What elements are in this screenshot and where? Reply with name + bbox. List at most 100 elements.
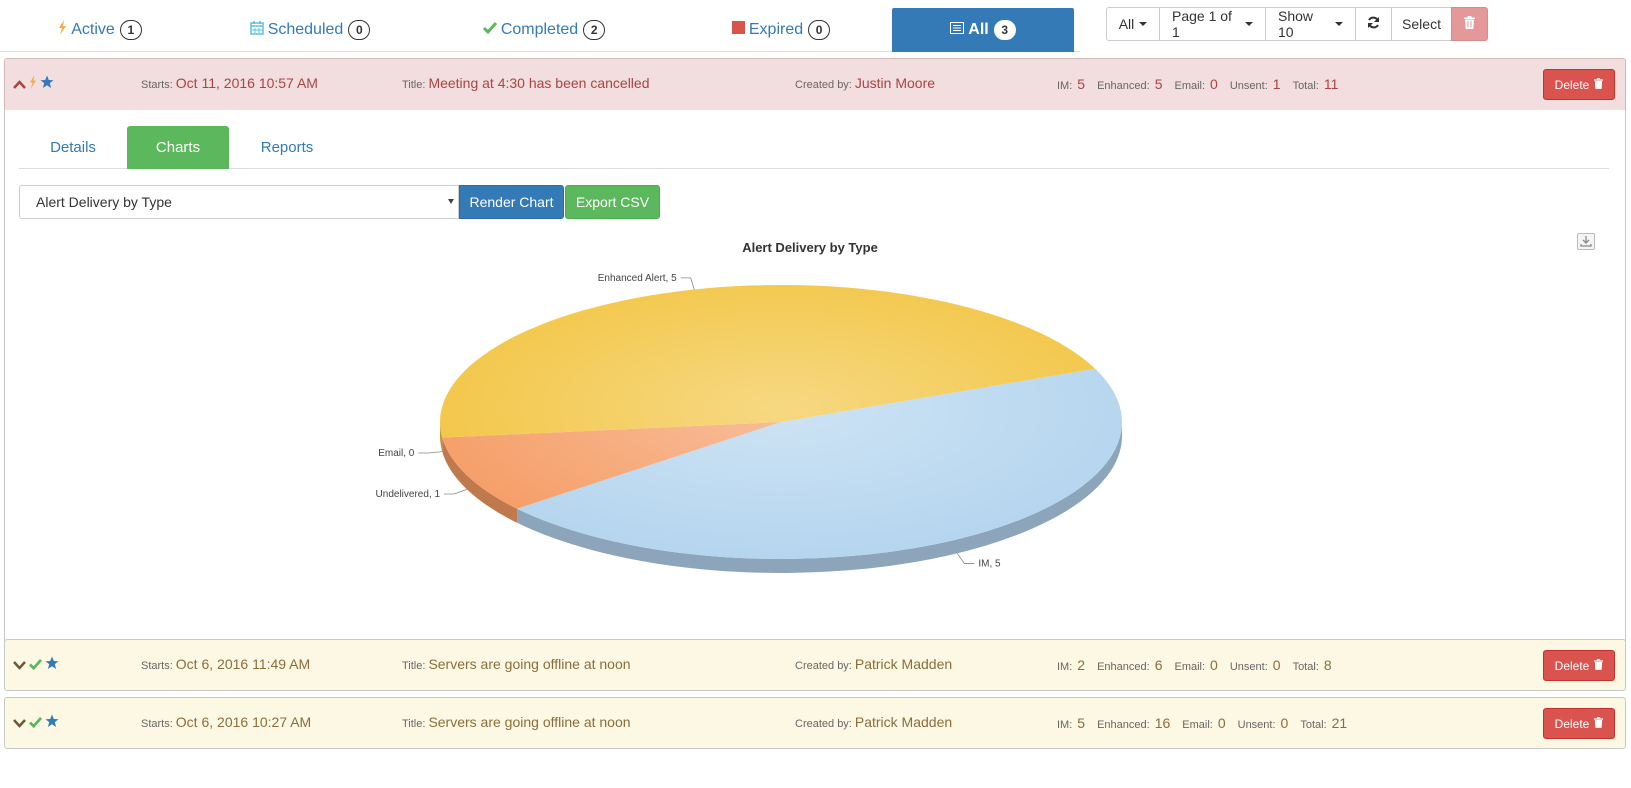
render-chart-button[interactable]: Render Chart [459,185,564,219]
tab-details[interactable]: Details [35,126,111,169]
alert-row-1[interactable]: Starts: Oct 11, 2016 10:57 AM Title: Meeti… [4,58,1626,110]
email-label: Email: [1182,719,1213,731]
created-by-label: Created by: [795,660,852,672]
pie-connector-im-5 [956,553,975,564]
unsent-label: Unsent: [1237,719,1276,731]
tab-expired-label: Expired [748,21,804,38]
email-count: 0 [1210,657,1218,673]
filter-label: All [1118,16,1135,32]
title-label: Title: [402,718,426,730]
check-icon [482,21,497,39]
tab-scheduled[interactable]: Scheduled 0 [240,8,380,52]
select-button[interactable]: Select [1391,7,1452,41]
check-icon [29,657,43,673]
show-dropdown[interactable]: Show 10 [1265,7,1356,41]
chevron-down-icon[interactable] [13,657,26,673]
pie-chart: IM, 5 Undelivered, 1 Email, 0 Enhanced Aler… [376,273,1122,573]
title-field: Title: Servers are going offline at noon [402,656,631,672]
enhanced-label: Enhanced: [1097,80,1150,92]
delete-button[interactable]: Delete [1543,650,1615,681]
tab-active[interactable]: Active 1 [40,8,160,52]
delete-label: Delete [1554,658,1590,673]
tab-charts[interactable]: Charts [127,126,229,169]
chevron-up-icon[interactable] [13,76,26,92]
page-dropdown[interactable]: Page 1 of 1 [1159,7,1266,41]
created-by-value: Justin Moore [854,75,936,91]
pie-label-enhanced-alert-5: Enhanced Alert, 5 [598,273,677,284]
delivery-counts: IM: 5 Enhanced: 5 Email: 0 Unsent: 1 Total: 11 [1057,76,1350,92]
export-csv-button[interactable]: Export CSV [565,185,660,219]
pie-side-enhanced-alert-5 [440,422,443,452]
alert-detail-panel: Details Charts Reports Alert Delivery by… [4,110,1626,660]
alert-row-2[interactable]: Starts: Oct 6, 2016 11:49 AM Title: Server… [4,639,1626,691]
tab-all[interactable]: All 3 [892,8,1074,52]
alert-row-3[interactable]: Starts: Oct 6, 2016 10:27 AM Title: Server… [4,697,1626,749]
tab-expired-count: 0 [808,20,831,40]
download-icon [1578,236,1594,253]
page-label: Page 1 of 1 [1172,8,1232,40]
unsent-label: Unsent: [1229,661,1268,673]
render-chart-label: Render Chart [469,194,554,210]
caret-down-icon [1139,22,1148,26]
title-value: Meeting at 4:30 has been cancelled [428,75,650,91]
starts-field: Starts: Oct 11, 2016 10:57 AM [141,75,318,91]
star-icon[interactable] [40,75,54,92]
email-label: Email: [1174,661,1206,673]
bulk-delete-button[interactable] [1451,7,1488,41]
delivery-counts: IM: 2 Enhanced: 6 Email: 0 Unsent: 0 Total: 8 [1057,657,1344,673]
starts-field: Starts: Oct 6, 2016 11:49 AM [141,656,310,672]
title-field: Title: Servers are going offline at noon [402,714,631,730]
filter-dropdown[interactable]: All [1106,7,1160,41]
title-field: Title: Meeting at 4:30 has been cancelled [402,75,649,91]
total-count: 11 [1323,76,1339,92]
bolt-icon [58,20,67,40]
im-label: IM: [1057,661,1073,673]
tab-scheduled-count: 0 [348,20,371,40]
tab-completed-count: 2 [583,20,606,40]
unsent-label: Unsent: [1229,80,1268,92]
email-count: 0 [1217,715,1226,731]
starts-label: Starts: [141,718,173,730]
row-icons [13,75,54,92]
title-value: Servers are going offline at noon [428,714,631,730]
tab-completed[interactable]: Completed 2 [462,8,626,52]
tab-scheduled-label: Scheduled [267,21,344,38]
tab-reports[interactable]: Reports [247,126,327,169]
star-icon[interactable] [45,656,59,673]
starts-field: Starts: Oct 6, 2016 10:27 AM [141,714,311,730]
trash-icon [1594,716,1604,731]
tab-details-label: Details [50,139,96,156]
enhanced-count: 16 [1154,715,1171,731]
chart-download-button[interactable] [1577,233,1595,250]
toolbar: All Page 1 of 1 Show 10 Select [1106,7,1488,41]
bolt-icon [29,75,37,92]
chart-type-select[interactable]: Alert Delivery by Type [19,185,459,219]
calendar-icon [249,20,264,40]
tab-reports-label: Reports [260,139,314,156]
tab-expired[interactable]: Expired 0 [722,8,840,52]
delete-label: Delete [1554,716,1590,731]
pie-highlight [440,285,1122,559]
refresh-button[interactable] [1355,7,1392,41]
unsent-count: 0 [1272,657,1281,673]
delivery-counts: IM: 5 Enhanced: 16 Email: 0 Unsent: 0 Total: 21 [1057,715,1359,731]
im-label: IM: [1057,80,1073,92]
created-by-field: Created by: Patrick Madden [795,714,952,730]
trash-icon [1594,658,1604,673]
tab-completed-label: Completed [500,21,579,38]
created-by-value: Patrick Madden [854,656,953,672]
delete-button[interactable]: Delete [1543,69,1615,100]
im-count: 5 [1077,76,1086,92]
star-icon[interactable] [45,714,59,731]
chevron-down-icon[interactable] [13,715,26,731]
total-count: 21 [1331,715,1348,731]
square-icon [731,21,745,39]
caret-down-icon [1335,22,1343,26]
starts-value: Oct 11, 2016 10:57 AM [175,75,318,91]
delete-button[interactable]: Delete [1543,708,1615,739]
unsent-count: 0 [1280,715,1289,731]
total-label: Total: [1292,661,1319,673]
pie-label-undelivered-1: Undelivered, 1 [376,489,441,500]
check-icon [29,715,43,731]
unsent-count: 1 [1272,76,1281,92]
